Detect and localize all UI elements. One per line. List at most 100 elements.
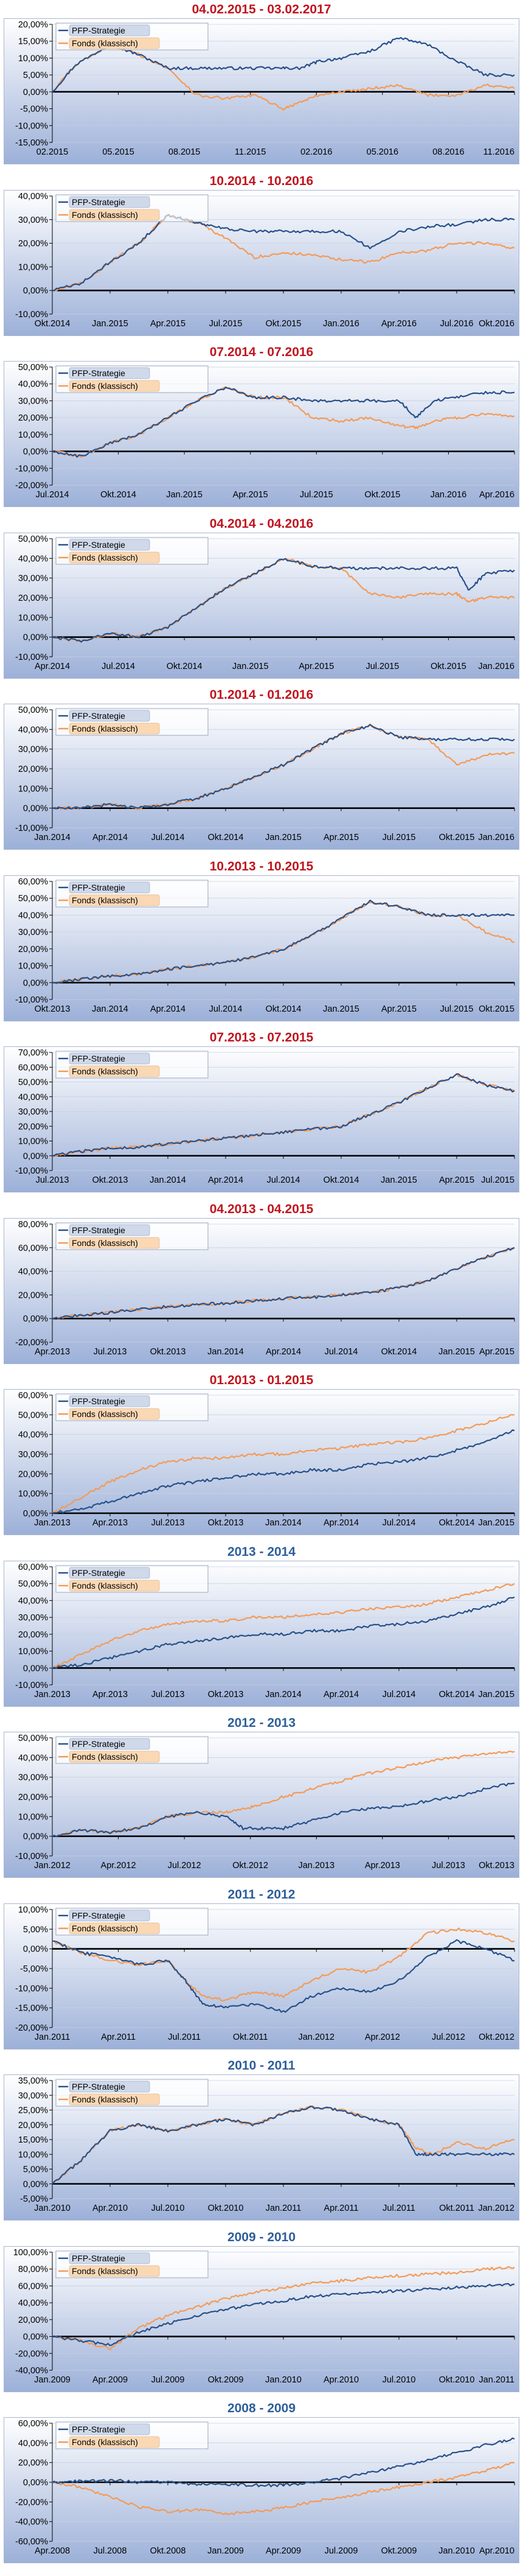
y-tick-label: -15,00% bbox=[15, 138, 48, 148]
legend-label-bg bbox=[69, 1408, 160, 1420]
y-tick-label: 0,00% bbox=[23, 286, 48, 296]
legend-label-fonds: Fonds (klassisch) bbox=[72, 381, 138, 391]
legend-label-bg bbox=[69, 380, 160, 392]
x-tick-label: Jan.2014 bbox=[92, 1004, 128, 1014]
line-chart: 35,00% 30,00% 25,00% 20,00% 15,00% 10,00% 5,00… bbox=[4, 2074, 519, 2221]
chart-title: 10.2013 - 10.2015 bbox=[209, 859, 314, 873]
x-tick-label: Jan.2010 bbox=[34, 2203, 71, 2213]
x-tick-label: Jan.2015 bbox=[478, 1518, 514, 1528]
y-tick-label: 40,00% bbox=[18, 192, 48, 201]
x-tick-label: Okt.2010 bbox=[208, 2203, 244, 2213]
y-tick-label: 0,00% bbox=[23, 978, 48, 988]
y-tick-label: -10,00% bbox=[15, 1681, 48, 1690]
x-tick-label: Jan.2015 bbox=[166, 490, 203, 500]
x-tick-label: Jul.2008 bbox=[94, 2546, 127, 2556]
y-tick-label: 25,00% bbox=[18, 2106, 48, 2116]
legend-label-pfp: PFP-Strategie bbox=[72, 1225, 125, 1235]
x-tick-label: Jan.2014 bbox=[265, 1690, 302, 1699]
legend-label-bg bbox=[69, 1751, 160, 1763]
x-tick-label: Jan.2015 bbox=[381, 1175, 417, 1185]
legend-label-bg bbox=[69, 2081, 150, 2093]
legend-label-fonds: Fonds (klassisch) bbox=[72, 2437, 138, 2447]
legend-label-bg bbox=[69, 1922, 160, 1934]
legend-label-pfp: PFP-Strategie bbox=[72, 2424, 125, 2434]
series-line-pfp-strategie bbox=[52, 1596, 515, 1669]
x-tick-label: Apr.2015 bbox=[479, 1347, 514, 1357]
line-chart: 80,00%60,00%40,00%20,00%0,00%-20,00%Apr.… bbox=[4, 1217, 519, 1364]
chart-title: 07.2014 - 07.2016 bbox=[209, 345, 314, 359]
line-chart: 50,00% 40,00% 30,00% 20,00% 10,00% 0,00% -10,0… bbox=[4, 704, 519, 850]
legend-label-pfp: PFP-Strategie bbox=[72, 2253, 125, 2263]
series-line-pfp-strategie bbox=[52, 1247, 515, 1320]
y-tick-label: -5,00% bbox=[20, 105, 48, 114]
x-tick-label: Jan.2010 bbox=[438, 2546, 475, 2556]
x-tick-label: Jan.2015 bbox=[232, 662, 269, 671]
y-tick-label: 40,00% bbox=[18, 1093, 48, 1102]
series-line-fonds-klassisch bbox=[52, 2266, 515, 2350]
x-tick-label: Apr.2011 bbox=[324, 2203, 359, 2213]
x-tick-label: Jan.2014 bbox=[207, 1347, 244, 1357]
y-tick-label: 50,00% bbox=[18, 1579, 48, 1589]
y-tick-label: 10,00% bbox=[18, 1812, 48, 1822]
y-tick-label: 15,00% bbox=[18, 37, 48, 47]
y-tick-label: 0,00% bbox=[23, 2180, 48, 2189]
x-tick-label: Jul.2014 bbox=[102, 662, 135, 671]
y-tick-label: 40,00% bbox=[18, 2438, 48, 2448]
y-tick-label: -20,00% bbox=[15, 2497, 48, 2507]
y-tick-label: 50,00% bbox=[18, 705, 48, 715]
legend-label-bg bbox=[69, 1065, 160, 1077]
y-tick-label: 20,00% bbox=[18, 1122, 48, 1132]
legend: PFP-Strategie Fonds (klassisch) bbox=[55, 1393, 209, 1421]
y-tick-label: 30,00% bbox=[18, 928, 48, 937]
x-tick-label: Jul.2014 bbox=[36, 490, 69, 500]
chart-title: 2009 - 2010 bbox=[227, 2230, 296, 2244]
x-tick-label: Jan.2012 bbox=[298, 2032, 334, 2042]
legend-label-fonds: Fonds (klassisch) bbox=[72, 2095, 138, 2104]
x-tick-label: Jul.2015 bbox=[383, 833, 416, 842]
x-tick-label: Okt.2016 bbox=[479, 319, 514, 329]
y-tick-label: 60,00% bbox=[18, 1243, 48, 1253]
legend-label-pfp: PFP-Strategie bbox=[72, 883, 125, 892]
x-tick-label: Okt.2011 bbox=[439, 2203, 474, 2213]
y-tick-label: -10,00% bbox=[15, 1984, 48, 1993]
y-tick-label: 50,00% bbox=[18, 534, 48, 544]
x-tick-label: 02.2015 bbox=[36, 147, 68, 157]
x-tick-label: Jul.2011 bbox=[383, 2203, 415, 2213]
y-tick-label: 50,00% bbox=[18, 1734, 48, 1743]
chart-title: 2012 - 2013 bbox=[227, 1716, 296, 1730]
y-tick-label: 50,00% bbox=[18, 894, 48, 903]
y-tick-label: 30,00% bbox=[18, 745, 48, 755]
x-tick-label: Jan.2016 bbox=[478, 833, 514, 842]
x-tick-label: Jan.2014 bbox=[265, 1518, 302, 1528]
y-tick-label: 0,00% bbox=[23, 1944, 48, 1954]
y-tick-label: -15,00% bbox=[15, 2003, 48, 2013]
y-tick-label: 60,00% bbox=[18, 1563, 48, 1572]
legend: PFP-Strategie Fonds (klassisch) bbox=[55, 708, 209, 736]
line-chart: 70,00% 60,00% 50,00% 40,00% 30,00% 20,00% 10,0… bbox=[4, 1046, 519, 1192]
line-chart: 60,00% 50,00% 40,00% 30,00% 20,00% 10,00% 0,00… bbox=[4, 875, 519, 1021]
x-tick-label: Jul.2010 bbox=[151, 2203, 185, 2213]
x-tick-label: Jul.2013 bbox=[151, 1690, 185, 1699]
legend-label-bg bbox=[69, 2093, 160, 2105]
legend-label-bg bbox=[69, 2252, 150, 2264]
y-tick-label: -20,00% bbox=[15, 2023, 48, 2033]
x-tick-label: Jan.2016 bbox=[431, 490, 467, 500]
x-tick-label: Jul.2015 bbox=[300, 490, 333, 500]
chart-title: 2011 - 2012 bbox=[227, 1887, 296, 1902]
x-tick-label: 11.2015 bbox=[235, 147, 266, 157]
y-tick-label: 60,00% bbox=[18, 2281, 48, 2291]
x-tick-label: Jul.2014 bbox=[209, 1004, 243, 1014]
y-tick-label: 30,00% bbox=[18, 1773, 48, 1783]
legend: PFP-Strategie Fonds (klassisch) bbox=[55, 23, 209, 51]
legend: PFP-Strategie Fonds (klassisch) bbox=[55, 880, 209, 907]
line-chart: 60,00% 50,00% 40,00% 30,00% 20,00% 10,00% 0,00… bbox=[4, 1560, 519, 1707]
series-line-fonds-klassisch bbox=[52, 2462, 515, 2516]
x-tick-label: Okt.2015 bbox=[439, 833, 475, 842]
x-tick-label: Apr.2015 bbox=[439, 1175, 474, 1185]
y-tick-label: 60,00% bbox=[18, 877, 48, 887]
x-tick-label: Apr.2011 bbox=[101, 2032, 136, 2042]
x-tick-label: Jan.2011 bbox=[479, 2375, 514, 2385]
legend-label-fonds: Fonds (klassisch) bbox=[72, 1066, 138, 1076]
y-tick-label: -10,00% bbox=[15, 310, 48, 320]
x-tick-label: Okt.2014 bbox=[208, 833, 244, 842]
